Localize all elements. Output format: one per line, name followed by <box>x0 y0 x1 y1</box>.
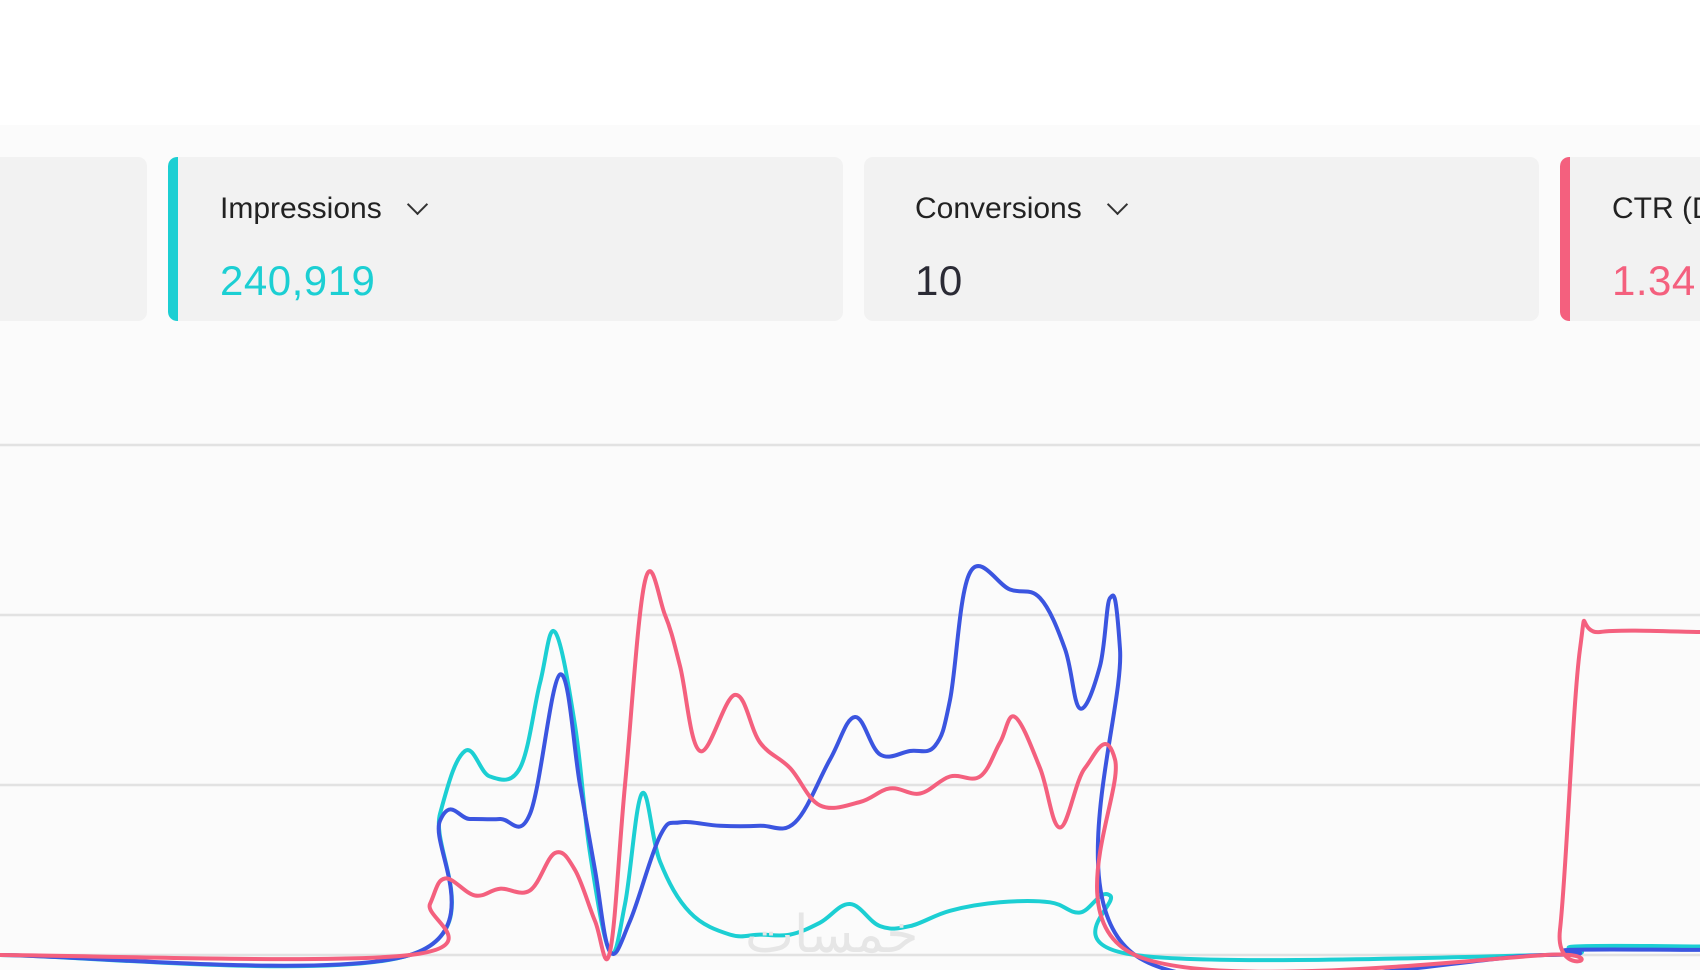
metric-card-clicks[interactable] <box>0 157 147 321</box>
ctr-label: CTR (D <box>1612 192 1700 225</box>
conversions-label: Conversions <box>915 192 1082 225</box>
series-lines <box>0 564 1700 970</box>
watermark: خمسات <box>745 905 919 965</box>
metric-label-impressions[interactable]: Impressions <box>220 192 428 226</box>
impressions-series-line <box>0 628 1700 969</box>
conversions-value: 10 <box>915 257 963 304</box>
metric-card-impressions[interactable]: Impressions 240,919 <box>168 157 843 321</box>
conversions-series-line <box>0 564 1700 970</box>
metric-label-conversions[interactable]: Conversions <box>915 192 1128 226</box>
gridlines <box>0 443 1700 957</box>
impressions-label: Impressions <box>220 192 382 225</box>
metric-card-conversions[interactable]: Conversions 10 <box>864 157 1539 321</box>
ctr-series-line <box>0 569 1700 970</box>
metric-card-ctr[interactable]: CTR (D 1.34 <box>1560 157 1700 321</box>
header-area <box>0 0 1700 125</box>
impressions-value: 240,919 <box>220 257 376 304</box>
ctr-value: 1.34 <box>1612 257 1696 304</box>
